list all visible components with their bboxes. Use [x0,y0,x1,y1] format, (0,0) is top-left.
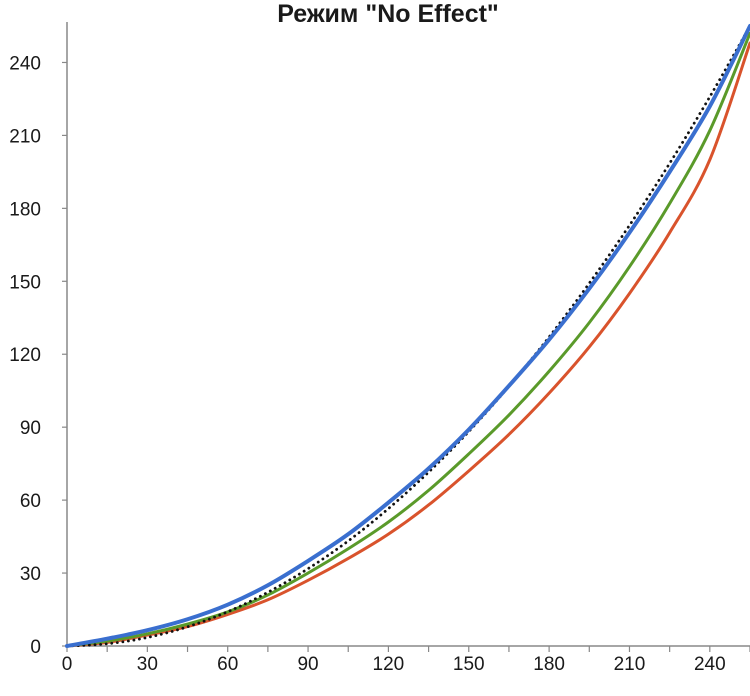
y-tick-label: 30 [20,564,41,585]
x-tick-label: 0 [62,654,73,675]
y-tick-label: 0 [30,637,41,658]
series-line-dotted [65,24,750,648]
x-tick-label: 60 [217,654,238,675]
x-tick-label: 150 [453,654,485,675]
y-tick-label: 120 [9,345,41,366]
y-tick-label: 150 [9,272,41,293]
x-tick-label: 30 [137,654,158,675]
series-line-blue [65,24,750,648]
x-tick-label: 240 [694,654,726,675]
y-tick-label: 60 [20,491,41,512]
x-tick-label: 90 [297,654,318,675]
tick-labels: 0 30 60 90 120 150 180 210 240 0 30 60 90 120 150 180 21… [9,53,725,675]
x-tick-label: 180 [533,654,565,675]
x-tick-label: 120 [373,654,405,675]
chart-title: Режим "No Effect" [277,0,499,28]
axes [62,22,750,652]
y-tick-label: 210 [9,126,41,147]
y-tick-label: 240 [9,53,41,74]
series-line-red [65,41,750,648]
series-line-green [65,31,750,648]
x-tick-label: 210 [614,654,646,675]
plot-area [65,24,750,648]
y-tick-label: 180 [9,199,41,220]
y-tick-label: 90 [20,418,41,439]
